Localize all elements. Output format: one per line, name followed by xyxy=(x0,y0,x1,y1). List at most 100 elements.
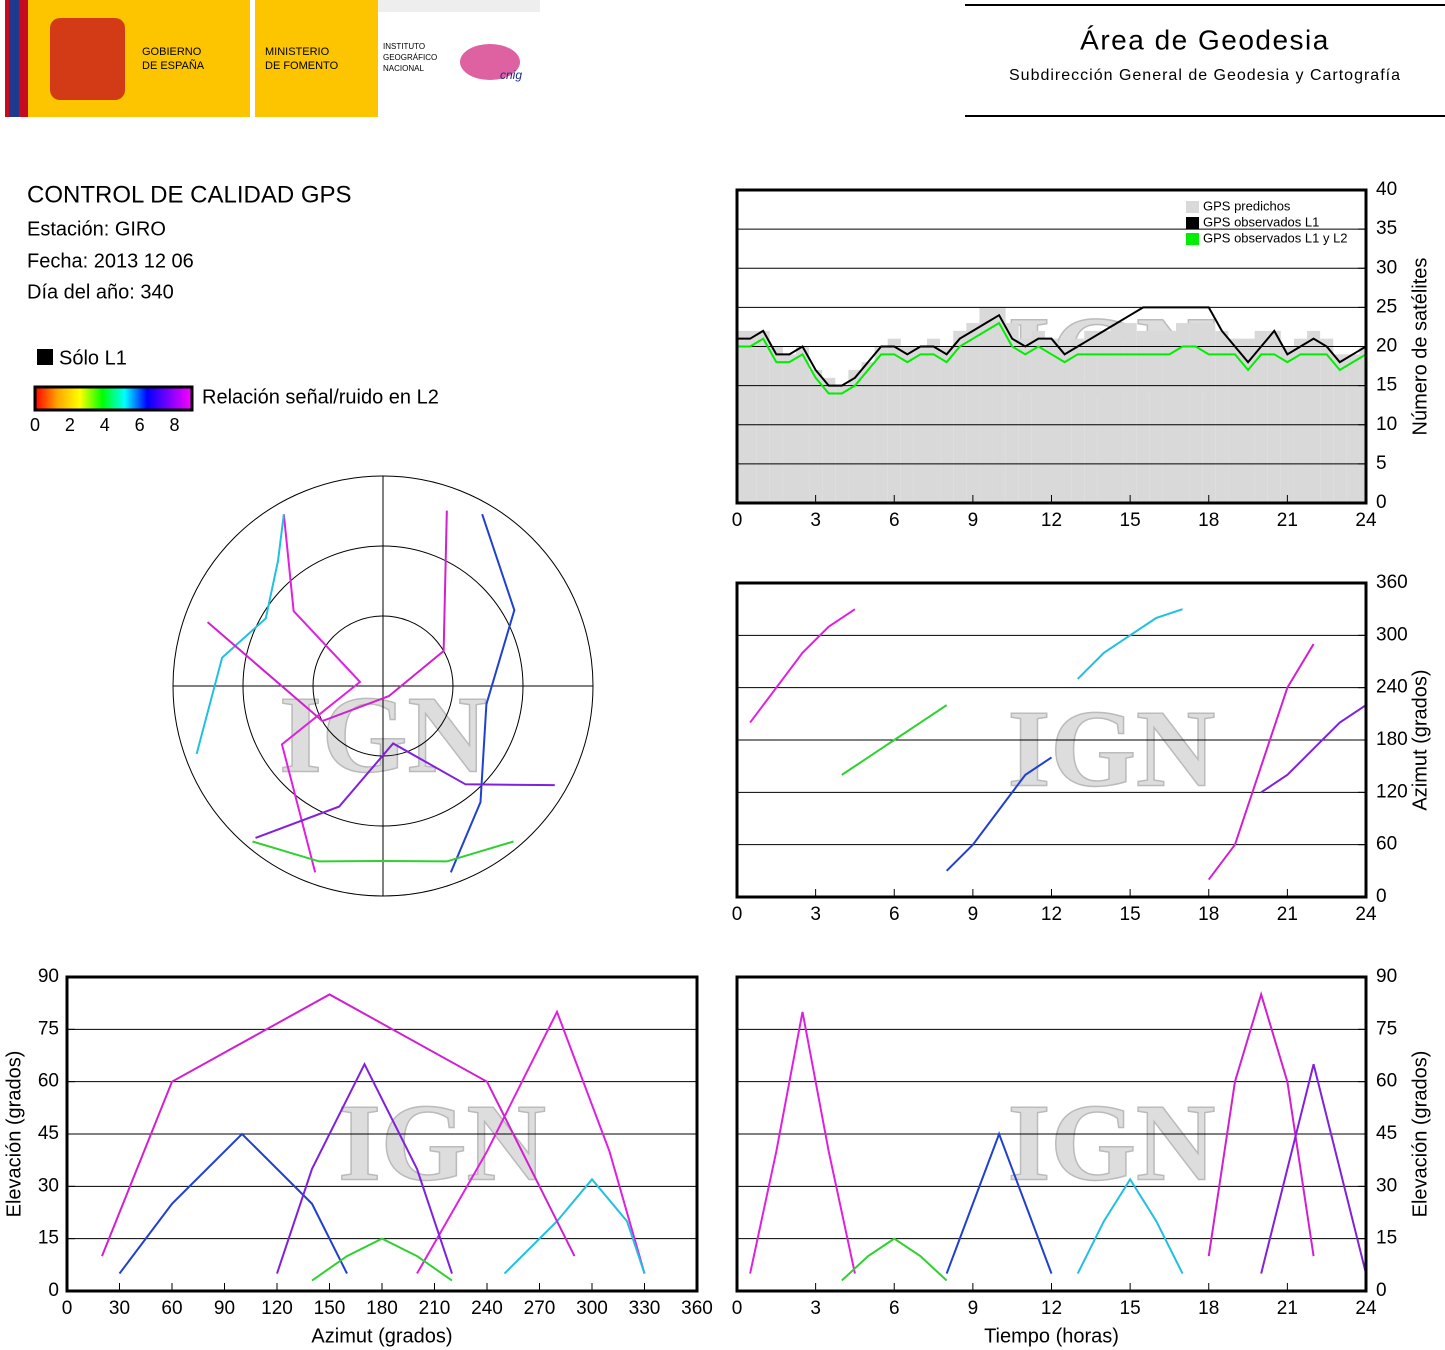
report-date: Fecha: 2013 12 06 xyxy=(27,250,194,272)
bar xyxy=(1267,330,1281,503)
logo-text: GOBIERNO xyxy=(142,46,202,58)
y-tick-label: 300 xyxy=(1376,624,1408,645)
y-tick-label: 0 xyxy=(1376,1280,1387,1301)
cnig-logo xyxy=(460,44,520,80)
x-tick-label: 12 xyxy=(1041,904,1062,925)
x-tick-label: 0 xyxy=(732,510,743,531)
y-tick-label: 45 xyxy=(1376,1123,1397,1144)
watermark: IGN xyxy=(1008,687,1216,809)
sky-track xyxy=(195,514,285,755)
legend-label: GPS observados L1 xyxy=(1203,214,1319,229)
y-tick-label: 45 xyxy=(38,1123,59,1144)
series-line xyxy=(1207,643,1315,881)
x-tick-label: 240 xyxy=(471,1298,503,1319)
sky-track xyxy=(252,840,514,863)
x-tick-label: 300 xyxy=(576,1298,608,1319)
series-line xyxy=(737,321,1366,395)
x-tick-label: 18 xyxy=(1198,510,1219,531)
legend-swatch xyxy=(1186,233,1199,245)
x-tick-label: 15 xyxy=(1120,904,1141,925)
series-line xyxy=(749,608,856,724)
eu-strip xyxy=(9,0,19,117)
x-tick-label: 9 xyxy=(968,904,979,925)
x-tick-label: 60 xyxy=(161,1298,182,1319)
series-line xyxy=(101,993,576,1257)
bar xyxy=(1254,330,1268,503)
x-tick-label: 30 xyxy=(109,1298,130,1319)
x-tick-label: 360 xyxy=(681,1298,713,1319)
series-line xyxy=(1260,704,1366,794)
header-subtitle: Subdirección General de Geodesia y Carto… xyxy=(1009,67,1401,84)
y-tick-label: 30 xyxy=(1376,1175,1397,1196)
series-line xyxy=(1077,608,1183,680)
report-title: CONTROL DE CALIDAD GPS xyxy=(27,181,352,208)
y-tick-label: 90 xyxy=(38,966,59,987)
y-tick-label: 15 xyxy=(1376,375,1397,396)
x-tick-label: 12 xyxy=(1041,510,1062,531)
l1-label: Sólo L1 xyxy=(59,347,127,369)
series-line xyxy=(1207,990,1315,1257)
logo-strip xyxy=(378,0,540,12)
bar xyxy=(1333,354,1347,503)
bar xyxy=(1084,330,1098,503)
x-tick-label: 24 xyxy=(1355,510,1377,531)
series-line xyxy=(311,1237,453,1282)
series-line xyxy=(276,1061,453,1274)
series-line xyxy=(749,1011,856,1274)
series-line xyxy=(945,1131,1053,1274)
bar xyxy=(927,338,941,503)
y-tick-label: 0 xyxy=(1376,886,1387,907)
x-tick-label: 3 xyxy=(810,1298,821,1319)
y-tick-label: 60 xyxy=(1376,1071,1397,1092)
snr-tick-label: 2 xyxy=(65,415,75,435)
y-tick-label: 5 xyxy=(1376,453,1387,474)
series-line xyxy=(841,704,948,776)
y-tick-label: 0 xyxy=(1376,492,1387,513)
y-tick-label: 60 xyxy=(38,1071,59,1092)
x-tick-label: 24 xyxy=(1355,904,1377,925)
logo-text: cnig xyxy=(500,68,522,82)
series-line xyxy=(841,1237,948,1282)
logo-text: GEOGRÁFICO xyxy=(383,53,437,62)
bar xyxy=(1175,323,1190,503)
snr-tick-label: 8 xyxy=(170,415,180,435)
logo-text: DE FOMENTO xyxy=(265,60,339,72)
x-tick-label: 21 xyxy=(1277,510,1298,531)
y-tick-label: 90 xyxy=(1376,966,1397,987)
x-tick-label: 6 xyxy=(889,1298,900,1319)
bar xyxy=(1031,330,1045,503)
y-tick-label: 20 xyxy=(1376,336,1397,357)
x-tick-label: 0 xyxy=(732,1298,743,1319)
y-tick-label: 75 xyxy=(1376,1018,1397,1039)
x-tick-label: 0 xyxy=(62,1298,73,1319)
bar xyxy=(782,354,796,503)
bar xyxy=(848,369,862,503)
x-tick-label: 180 xyxy=(366,1298,398,1319)
bar xyxy=(1202,323,1216,503)
y-tick-label: 0 xyxy=(48,1280,59,1301)
sky-track xyxy=(280,514,362,873)
bar xyxy=(1293,338,1308,503)
watermark: IGN xyxy=(338,1081,546,1203)
logo-text: NACIONAL xyxy=(383,64,424,73)
x-tick-label: 9 xyxy=(968,1298,979,1319)
series-line xyxy=(1260,1063,1366,1274)
x-tick-label: 15 xyxy=(1120,1298,1141,1319)
y-tick-label: 25 xyxy=(1376,296,1397,317)
series-line xyxy=(737,306,1366,387)
x-tick-label: 24 xyxy=(1355,1298,1377,1319)
bar xyxy=(1241,338,1255,503)
series-line xyxy=(945,756,1053,872)
snr-tick-label: 4 xyxy=(100,415,110,435)
report-station: Estación: GIRO xyxy=(27,218,166,240)
bar xyxy=(966,323,980,503)
y-tick-label: 180 xyxy=(1376,729,1408,750)
x-tick-label: 6 xyxy=(889,510,900,531)
x-tick-label: 0 xyxy=(732,904,743,925)
y-axis-label: Número de satélites xyxy=(1409,258,1431,436)
x-tick-label: 15 xyxy=(1120,510,1141,531)
bar xyxy=(822,377,836,503)
bar xyxy=(1018,338,1032,503)
